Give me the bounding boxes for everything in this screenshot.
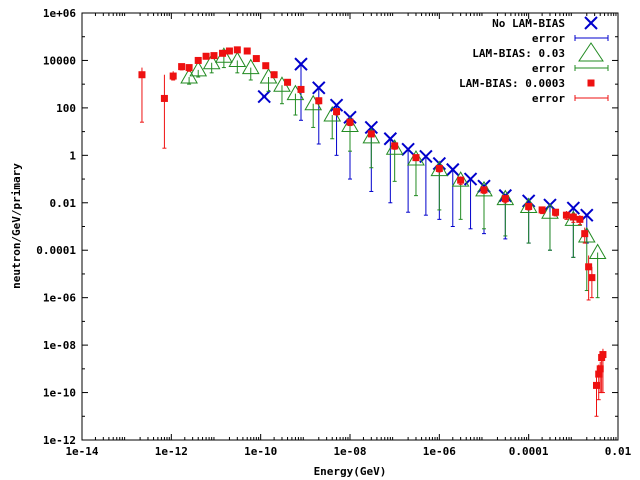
data-point	[501, 195, 509, 203]
data-point	[138, 71, 146, 79]
series-1	[180, 47, 607, 299]
data-point	[538, 206, 546, 214]
x-axis-ticks: 1e-14 1e-12 1e-10 1e-08 1e-06 0.0001 0.01	[65, 13, 632, 458]
x-tick-label: 1e-10	[244, 445, 277, 458]
legend-marker	[584, 16, 598, 30]
data-point	[432, 156, 447, 171]
data-point	[576, 215, 584, 223]
data-point	[391, 142, 399, 150]
data-point	[588, 274, 596, 282]
legend-marker	[578, 42, 604, 62]
data-point	[364, 120, 379, 135]
data-point	[178, 63, 186, 71]
data-point	[346, 118, 354, 126]
data-point	[185, 64, 193, 72]
y-tick-label: 1e-08	[43, 339, 76, 352]
data-point	[329, 98, 344, 112]
y-tick-label: 1e-10	[43, 387, 76, 400]
data-point	[480, 186, 488, 194]
x-axis-label: Energy(GeV)	[314, 465, 387, 478]
y-tick-label: 10000	[43, 54, 76, 67]
y-tick-label: 1e-12	[43, 434, 76, 447]
data-point	[233, 46, 241, 54]
y-axis-label: neutron/GeV/primary	[10, 163, 23, 289]
data-point	[241, 58, 260, 75]
data-point	[284, 78, 292, 86]
data-point	[599, 351, 607, 359]
y-tick-label: 1e+06	[43, 7, 76, 20]
data-point	[362, 127, 381, 144]
data-point	[581, 230, 589, 238]
data-point	[525, 202, 533, 210]
data-point	[585, 263, 593, 271]
legend-label: error	[532, 32, 565, 45]
x-tick-label: 1e-08	[333, 445, 366, 458]
data-point	[189, 60, 208, 77]
data-point	[225, 47, 233, 55]
data-point	[169, 72, 177, 80]
data-point	[228, 51, 247, 67]
data-point	[210, 52, 218, 60]
data-point	[257, 89, 271, 104]
data-point	[435, 164, 443, 172]
data-point	[401, 142, 415, 156]
data-point	[475, 180, 493, 197]
data-point	[562, 211, 570, 219]
series-layer	[138, 46, 607, 417]
data-point	[446, 162, 460, 177]
data-point	[315, 97, 323, 105]
data-point	[202, 52, 210, 60]
data-point	[333, 108, 341, 116]
y-tick-label: 0.01	[50, 197, 77, 210]
series-2	[138, 46, 607, 417]
data-point	[219, 49, 227, 57]
data-point	[312, 81, 326, 95]
legend-label: error	[532, 62, 565, 75]
data-point	[588, 243, 607, 260]
data-point	[243, 47, 251, 55]
y-tick-label: 1	[69, 149, 76, 162]
legend-label: LAM-BIAS: 0.0003	[459, 77, 565, 90]
data-point	[451, 171, 470, 187]
data-point	[457, 176, 465, 184]
data-point	[496, 189, 515, 206]
data-point	[596, 365, 604, 373]
y-tick-label: 0.0001	[36, 244, 76, 257]
x-tick-label: 1e-06	[423, 445, 456, 458]
data-point	[519, 197, 538, 213]
x-tick-label: 0.01	[605, 445, 632, 458]
data-point	[430, 160, 449, 177]
y-tick-label: 1e-06	[43, 292, 76, 305]
y-tick-label: 100	[56, 102, 76, 115]
x-tick-label: 1e-14	[65, 445, 98, 458]
legend: No LAM-BIAS error LAM-BIAS: 0.03 error LAM-B…	[459, 16, 609, 105]
y-axis-ticks: 1e-12 1e-10 1e-08 1e-06 0.0001 0.01 1 100 10000 1…	[36, 7, 618, 447]
data-point	[252, 55, 260, 63]
data-point	[367, 130, 375, 138]
data-point	[412, 154, 420, 162]
data-point	[569, 213, 577, 221]
data-point	[294, 57, 308, 71]
data-point	[270, 71, 278, 79]
data-point	[262, 62, 270, 70]
data-point	[341, 116, 359, 133]
x-tick-label: 1e-12	[155, 445, 188, 458]
legend-label: error	[532, 92, 565, 105]
data-point	[194, 56, 202, 64]
legend-label: LAM-BIAS: 0.03	[472, 47, 565, 60]
legend-marker	[587, 79, 595, 87]
data-point	[297, 85, 305, 93]
legend-label: No LAM-BIAS	[492, 17, 565, 30]
data-point	[592, 381, 600, 389]
data-point	[385, 139, 404, 155]
data-point	[407, 150, 425, 166]
data-point	[552, 208, 560, 216]
x-tick-label: 0.0001	[509, 445, 549, 458]
data-point	[160, 94, 168, 102]
